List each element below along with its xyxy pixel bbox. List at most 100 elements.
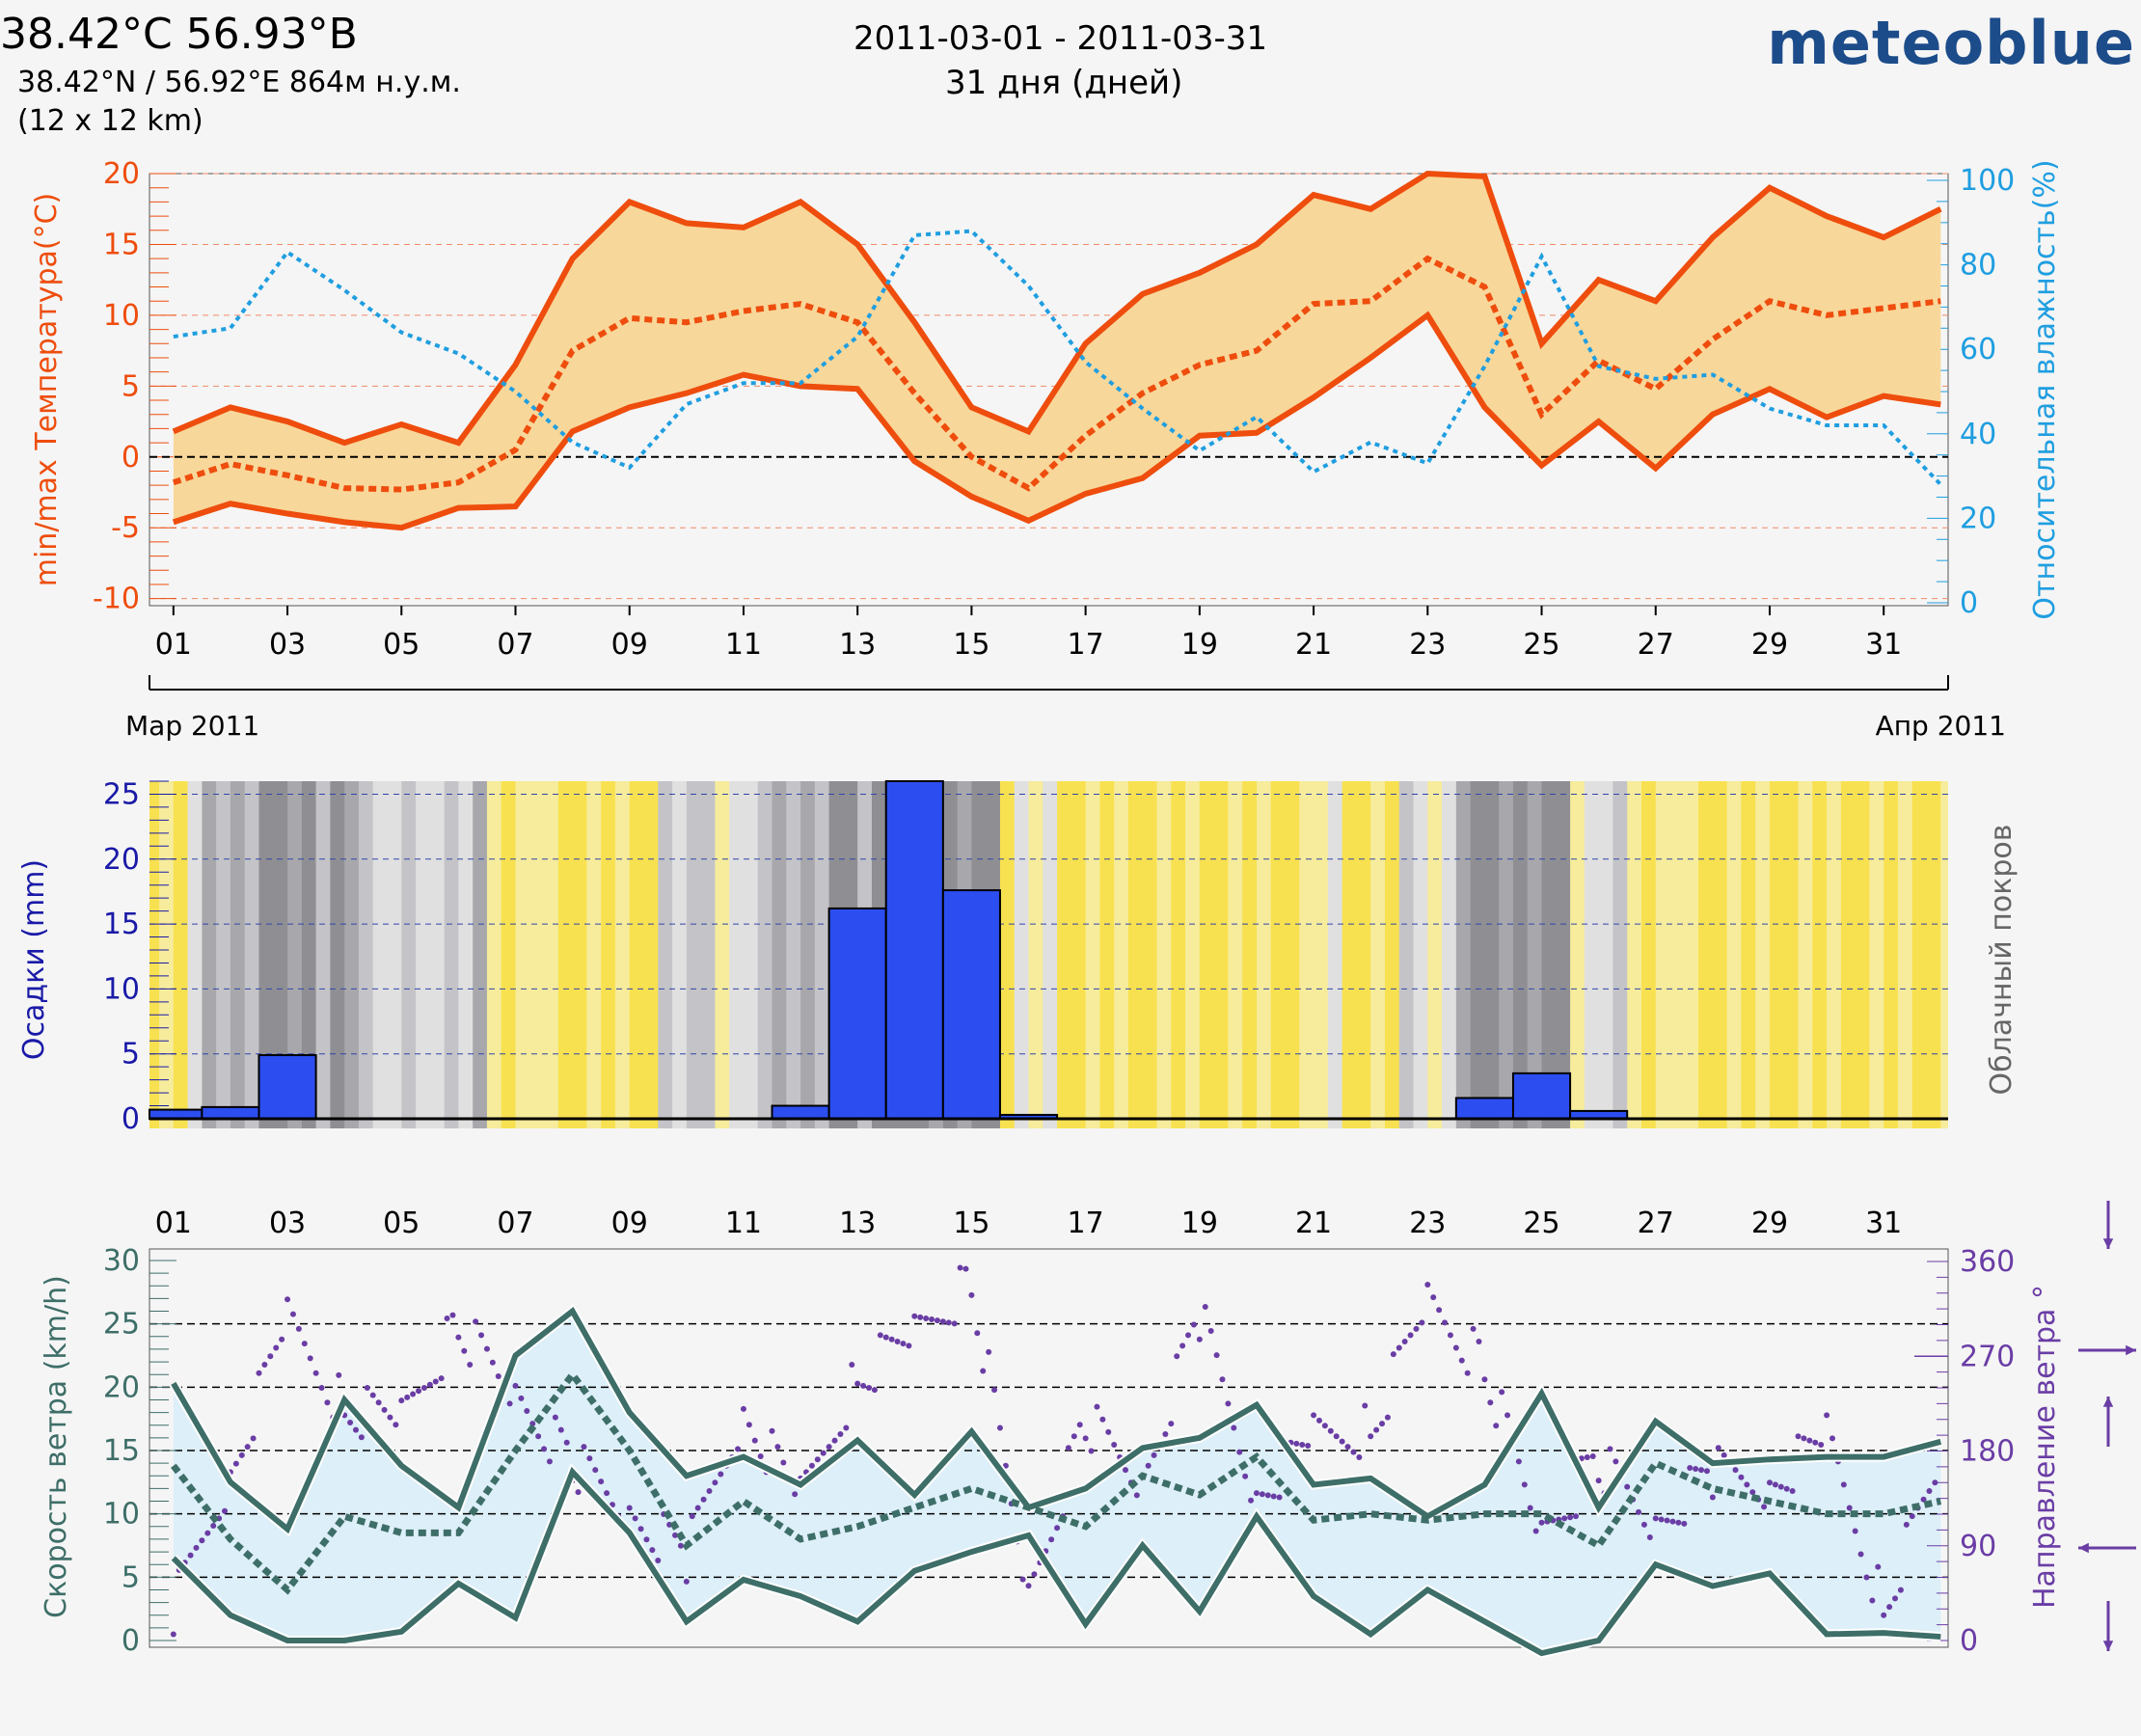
cloud-cover-band [358,781,374,1128]
wind-direction-dot [1538,1519,1545,1526]
wind-direction-dot [1070,1433,1077,1440]
cloud-cover-band [287,781,303,1128]
direction-axis-label: Направление ветра ° [2028,1285,2062,1609]
wind-min-line [171,1466,1941,1657]
wind-direction-dot [1413,1325,1420,1332]
cloud-cover-band [1827,781,1842,1128]
wind-direction-dot [1732,1467,1739,1474]
wind-tick-label: 25 [103,1308,140,1342]
wind-direction-dot [1857,1551,1864,1558]
wind-direction-dot [592,1467,599,1474]
wind-direction-dot [426,1381,433,1388]
wind-direction-dot [204,1530,211,1536]
cloud-cover-band [473,781,488,1128]
wind-direction-dot [478,1332,485,1339]
wind-direction-dot [939,1318,946,1325]
precip-tick-label: 0 [122,1102,140,1136]
wind-direction-dot [1481,1376,1488,1383]
cloud-cover-band [173,781,189,1128]
wind-direction-dot [1207,1328,1214,1335]
wind-direction-dot [1213,1352,1220,1359]
wind-direction-dot [1054,1525,1061,1532]
precip-tick-label: 20 [103,843,140,877]
x-tick-label: 21 [1295,628,1332,662]
wind-direction-dot [261,1361,268,1368]
wind-direction-dot [1687,1464,1694,1471]
north-wind-arrow-icon [2102,1238,2114,1249]
wind-direction-dot [1846,1505,1853,1511]
wind-direction-dot [1225,1400,1232,1407]
wind-direction-dot [906,1343,912,1349]
cloud-cover-band [1171,781,1186,1128]
wind-direction-dot [1344,1444,1351,1451]
wind-axis-label: Скорость ветра (km/h) [40,1275,73,1618]
wind-direction-dot [1658,1516,1665,1523]
x-tick-label: 03 [269,628,306,662]
wind-x-tick-label: 03 [269,1207,306,1240]
wind-direction-dot [1202,1303,1208,1310]
precip-bar [1511,1071,1572,1121]
wind-direction-dot [751,1437,758,1444]
humidity-tick-label: 60 [1960,333,1996,366]
cloud-cover-band [1356,781,1371,1128]
wind-direction-dot [1356,1454,1363,1461]
wind-direction-dot [1111,1441,1118,1448]
cloud-cover-band [1185,781,1201,1128]
wind-direction-dot [369,1392,376,1398]
wind-tick-label: 5 [122,1560,140,1594]
wind-direction-dot [1464,1370,1471,1376]
wind-direction-dot [1379,1421,1386,1427]
cloud-cover-band [315,781,331,1128]
east-wind-arrow-icon [2078,1542,2089,1554]
wind-direction-dot [581,1444,587,1451]
precip-bar [1454,1097,1514,1121]
wind-direction-dot [1031,1571,1038,1578]
wind-direction-dot [352,1426,359,1433]
x-tick-label: 25 [1523,628,1559,662]
wind-direction-dot [1738,1474,1745,1480]
wind-direction-dot [826,1444,832,1451]
wind-x-tick-label: 11 [725,1207,762,1240]
wind-direction-dot [1652,1515,1659,1522]
cloud-cover-band [1869,781,1884,1128]
direction-tick-label: 360 [1960,1245,2015,1279]
wind-direction-dot [1276,1494,1283,1501]
cloud-cover-band [1014,781,1030,1128]
wind-direction-dot [170,1631,176,1638]
cloud-cover-band [999,781,1016,1128]
temp-tick-label: 10 [103,299,140,333]
wind-direction-dot [1812,1439,1819,1446]
temp-range-area [173,174,1941,529]
wind-direction-dot [1567,1514,1574,1521]
wind-direction-dot [894,1338,901,1344]
cloud-cover-band [614,781,631,1128]
cloud-cover-band [729,781,745,1128]
wind-direction-dot [1669,1518,1676,1525]
cloud-cover-band [1541,781,1557,1128]
cloud-cover-band [1085,781,1100,1128]
wind-direction-dot [820,1450,827,1456]
wind-direction-dot [546,1458,553,1465]
wind-direction-dot [1761,1504,1768,1510]
temp-tick-label: -5 [111,511,140,545]
cloud-cover-band [159,781,175,1128]
wind-tick-label: 20 [103,1370,140,1404]
wind-direction-dot [1875,1563,1882,1570]
wind-direction-dot [974,1330,981,1337]
wind-direction-dot [586,1455,593,1462]
precip-bar [257,1054,317,1120]
wind-direction-dot [1499,1389,1505,1396]
wind-direction-dot [1368,1433,1374,1440]
cloud-cover-band [1327,781,1343,1128]
wind-direction-dot [1783,1485,1790,1492]
wind-direction-dot [444,1315,450,1321]
wind-direction-dot [404,1394,411,1400]
cloud-cover-band [1213,781,1229,1128]
x-tick-label: 11 [725,628,762,662]
wind-direction-dot [541,1446,548,1452]
cloud-cover-band [187,781,203,1128]
wind-direction-dot [1829,1435,1836,1442]
cloud-cover-band [444,781,459,1128]
wind-direction-dot [273,1344,280,1351]
humidity-axis-label: Относительная влажность(%) [2028,159,2062,619]
